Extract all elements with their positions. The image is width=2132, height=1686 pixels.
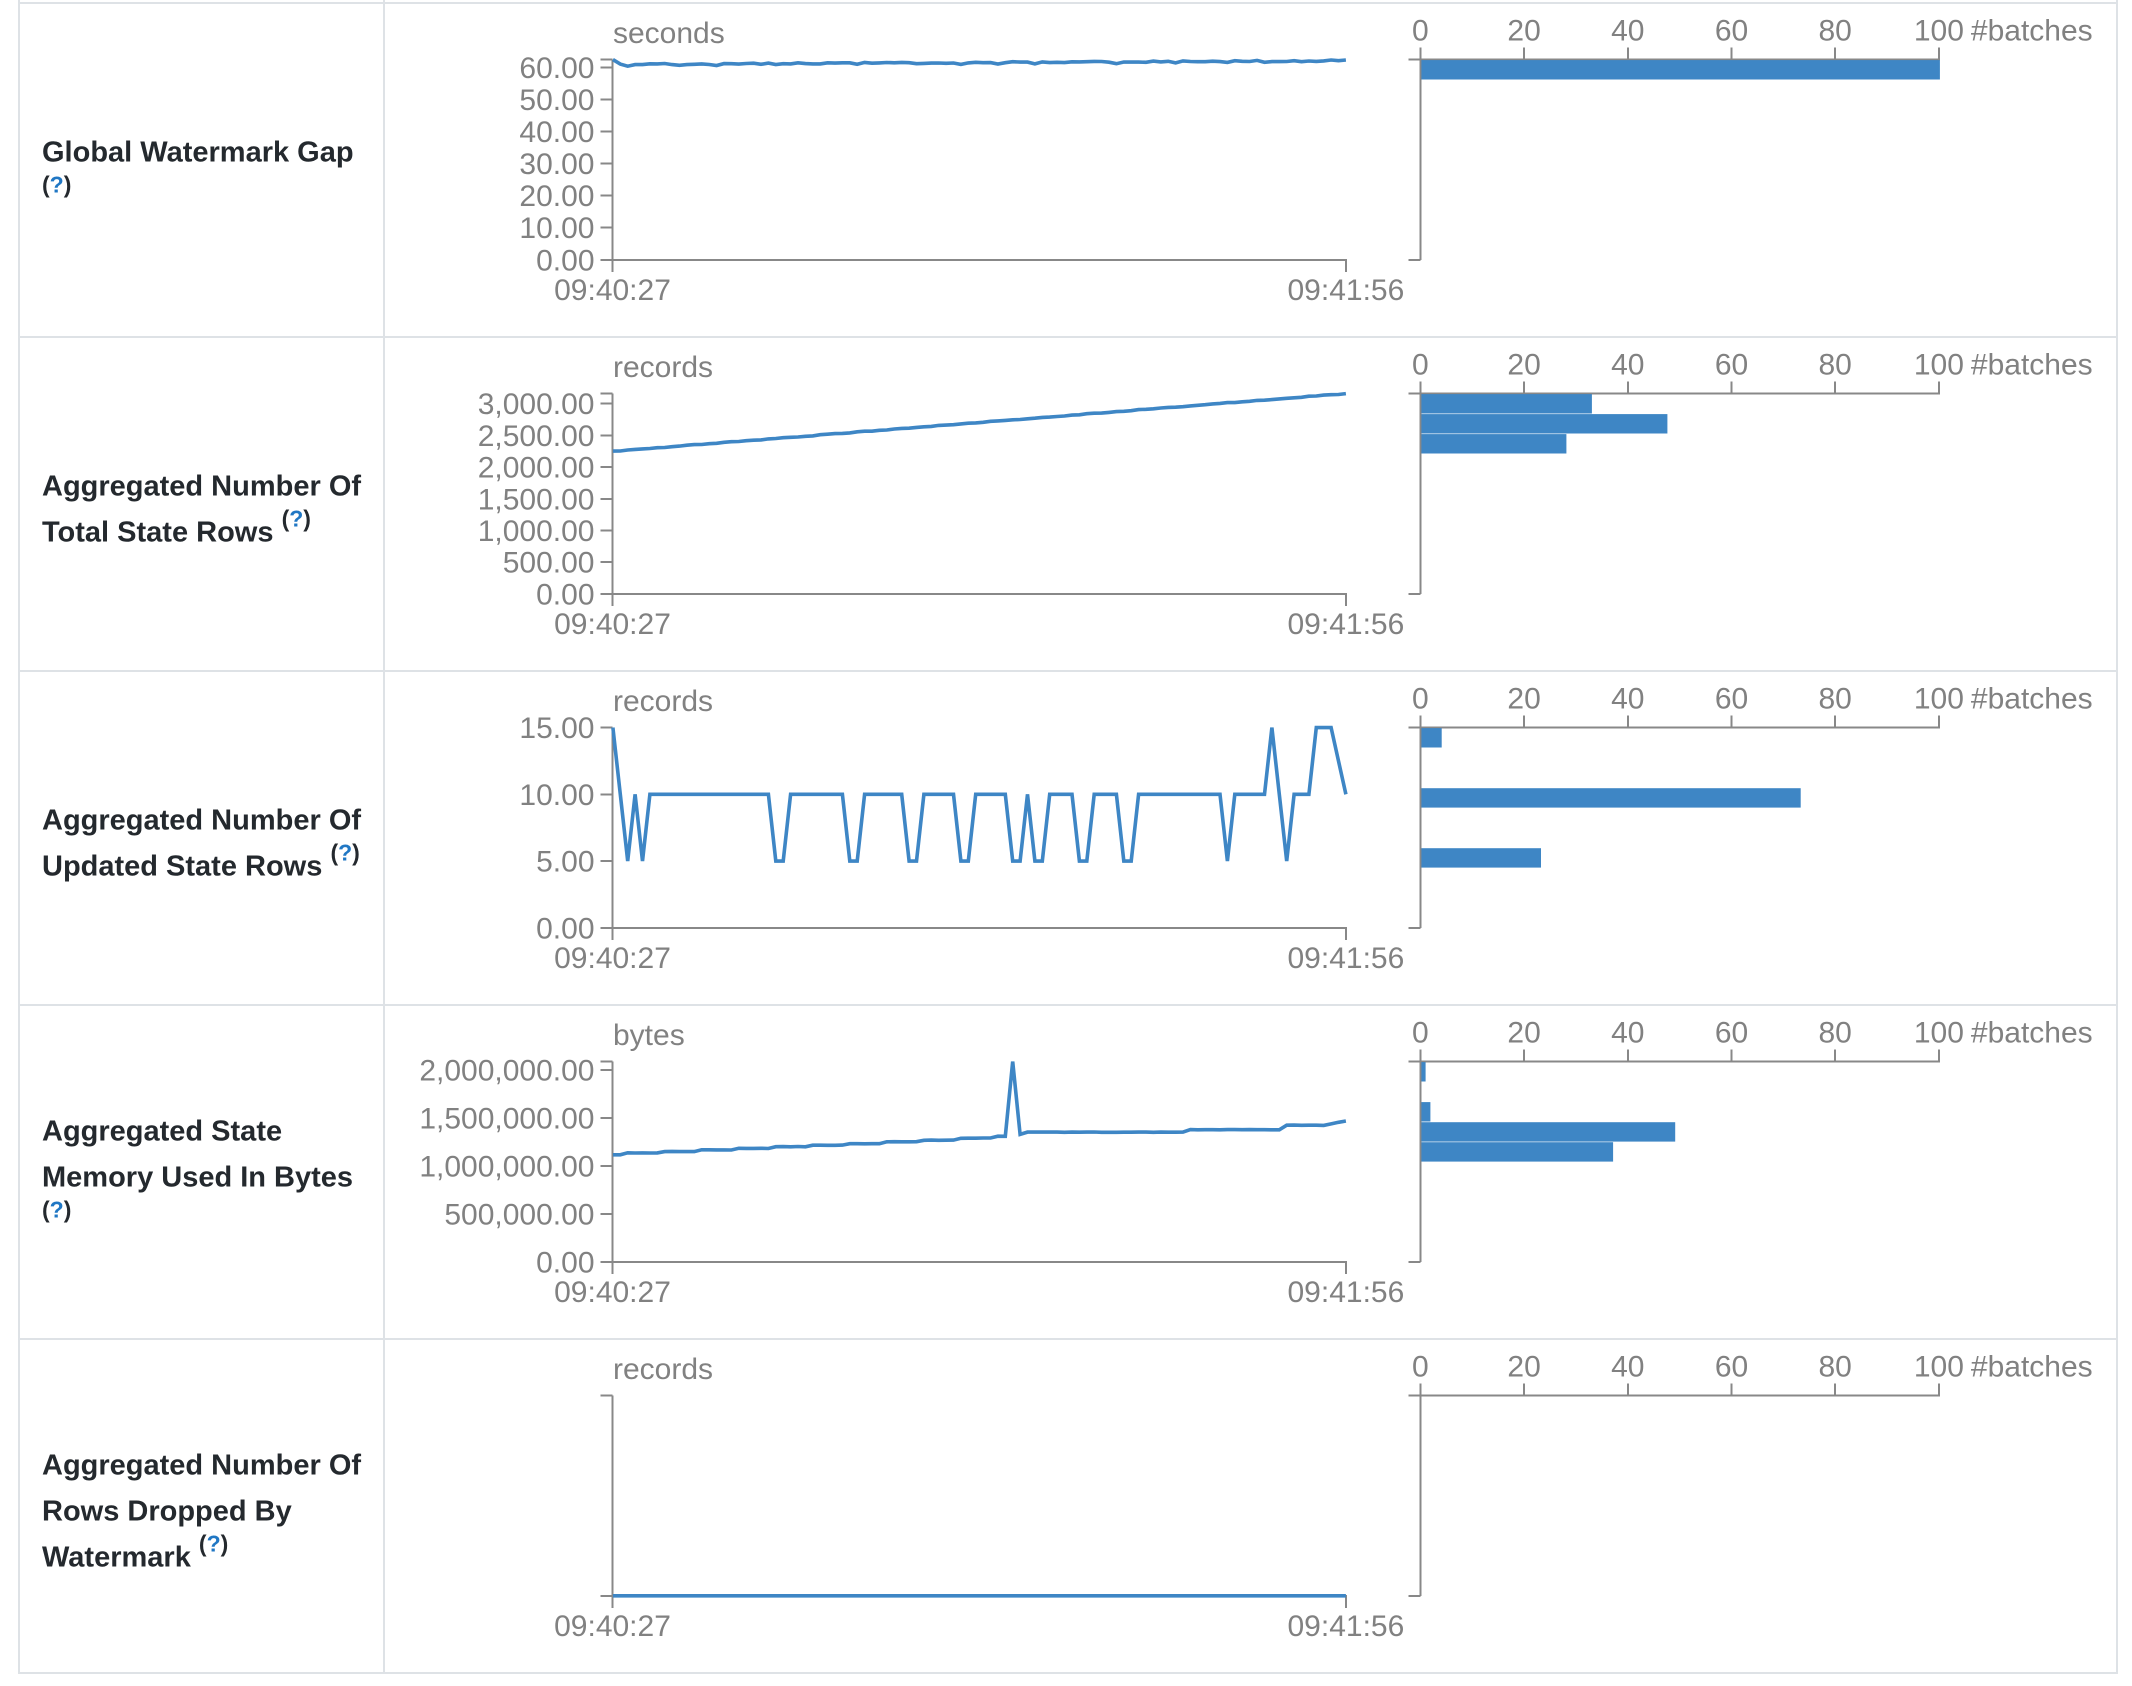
svg-text:30.00: 30.00: [519, 148, 594, 181]
svg-text:0.00: 0.00: [536, 1246, 594, 1279]
svg-text:20: 20: [1507, 1351, 1540, 1384]
svg-text:60: 60: [1715, 15, 1748, 48]
svg-text:seconds: seconds: [613, 17, 725, 50]
svg-text:20: 20: [1507, 1017, 1540, 1050]
svg-text:60: 60: [1715, 1017, 1748, 1050]
svg-text:0.00: 0.00: [536, 912, 594, 945]
svg-text:0: 0: [1412, 15, 1429, 48]
svg-text:80: 80: [1819, 1017, 1852, 1050]
svg-text:100: 100: [1914, 1351, 1964, 1384]
svg-text:20: 20: [1507, 349, 1540, 382]
svg-text:1,500,000.00: 1,500,000.00: [419, 1103, 594, 1136]
svg-text:2,000,000.00: 2,000,000.00: [419, 1055, 594, 1088]
svg-text:09:40:27: 09:40:27: [554, 942, 671, 975]
svg-text:500.00: 500.00: [503, 547, 595, 580]
svg-text:40: 40: [1611, 1017, 1644, 1050]
svg-text:20.00: 20.00: [519, 180, 594, 213]
svg-text:20: 20: [1507, 683, 1540, 716]
svg-text:bytes: bytes: [613, 1019, 685, 1052]
svg-text:09:40:27: 09:40:27: [554, 1610, 671, 1643]
svg-text:0: 0: [1412, 683, 1429, 716]
svg-text:1,000.00: 1,000.00: [478, 515, 595, 548]
svg-text:09:41:56: 09:41:56: [1288, 1276, 1405, 1309]
svg-text:60: 60: [1715, 1351, 1748, 1384]
svg-text:3,000.00: 3,000.00: [478, 388, 595, 421]
svg-text:80: 80: [1819, 683, 1852, 716]
svg-text:500,000.00: 500,000.00: [444, 1198, 594, 1231]
svg-text:09:40:27: 09:40:27: [554, 1276, 671, 1309]
svg-text:60: 60: [1715, 683, 1748, 716]
svg-text:40: 40: [1611, 349, 1644, 382]
svg-text:40: 40: [1611, 1351, 1644, 1384]
svg-text:records: records: [613, 351, 713, 384]
svg-text:10.00: 10.00: [519, 779, 594, 812]
svg-text:2,500.00: 2,500.00: [478, 420, 595, 453]
svg-text:80: 80: [1819, 15, 1852, 48]
svg-text:1,500.00: 1,500.00: [478, 483, 595, 516]
svg-text:0: 0: [1412, 1017, 1429, 1050]
svg-text:5.00: 5.00: [536, 846, 594, 879]
svg-text:10.00: 10.00: [519, 212, 594, 245]
svg-text:60: 60: [1715, 349, 1748, 382]
svg-text:#batches: #batches: [1971, 1351, 2093, 1384]
svg-text:100: 100: [1914, 1017, 1964, 1050]
svg-text:#batches: #batches: [1971, 349, 2093, 382]
svg-text:records: records: [613, 1353, 713, 1386]
svg-text:80: 80: [1819, 349, 1852, 382]
svg-text:records: records: [613, 685, 713, 718]
svg-text:20: 20: [1507, 15, 1540, 48]
svg-text:#batches: #batches: [1971, 15, 2093, 48]
svg-text:09:41:56: 09:41:56: [1288, 942, 1405, 975]
svg-text:09:41:56: 09:41:56: [1288, 1610, 1405, 1643]
svg-text:40: 40: [1611, 15, 1644, 48]
svg-text:0.00: 0.00: [536, 578, 594, 611]
svg-text:0: 0: [1412, 1351, 1429, 1384]
svg-text:100: 100: [1914, 683, 1964, 716]
svg-text:50.00: 50.00: [519, 84, 594, 117]
svg-text:100: 100: [1914, 15, 1964, 48]
svg-text:0.00: 0.00: [536, 244, 594, 277]
svg-text:#batches: #batches: [1971, 683, 2093, 716]
svg-text:15.00: 15.00: [519, 712, 594, 745]
svg-text:1,000,000.00: 1,000,000.00: [419, 1150, 594, 1183]
svg-text:60.00: 60.00: [519, 52, 594, 85]
svg-text:40.00: 40.00: [519, 116, 594, 149]
svg-text:80: 80: [1819, 1351, 1852, 1384]
svg-text:100: 100: [1914, 349, 1964, 382]
svg-text:09:40:27: 09:40:27: [554, 274, 671, 307]
svg-text:09:40:27: 09:40:27: [554, 608, 671, 641]
svg-text:40: 40: [1611, 683, 1644, 716]
svg-text:09:41:56: 09:41:56: [1288, 608, 1405, 641]
svg-text:2,000.00: 2,000.00: [478, 452, 595, 485]
svg-text:0: 0: [1412, 349, 1429, 382]
svg-text:09:41:56: 09:41:56: [1288, 274, 1405, 307]
svg-text:#batches: #batches: [1971, 1017, 2093, 1050]
